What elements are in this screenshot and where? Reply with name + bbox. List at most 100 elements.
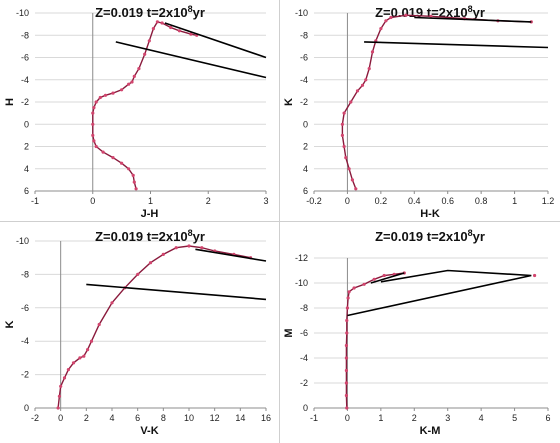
series-line-4 xyxy=(347,269,532,317)
data-point xyxy=(379,27,383,31)
data-point xyxy=(160,21,164,25)
y-axis-label: K xyxy=(283,98,295,106)
data-point xyxy=(91,111,95,115)
data-point xyxy=(344,381,348,385)
x-tick-label: 3 xyxy=(263,196,268,206)
x-tick-label: 0.4 xyxy=(408,196,421,206)
data-point xyxy=(372,277,376,281)
x-tick-label: 0 xyxy=(345,196,350,206)
x-tick-label: 1 xyxy=(512,196,517,206)
data-point xyxy=(151,27,155,31)
data-point xyxy=(354,187,358,191)
y-axis-label: M xyxy=(283,328,295,337)
x-tick-label: 0 xyxy=(58,413,63,423)
chart-panel-3: 0-2-4-6-8-10-2 0 2 4 6 8 10 12 14 16V-KKZ=0.019 t… xyxy=(4,228,271,437)
data-point xyxy=(350,178,354,182)
data-point xyxy=(349,100,353,104)
data-point xyxy=(91,133,95,137)
x-tick-label: 0.2 xyxy=(375,196,388,206)
x-tick-label: 14 xyxy=(235,413,245,423)
y-tick-label: -6 xyxy=(21,303,29,313)
data-point xyxy=(120,161,124,165)
x-tick-label: 5 xyxy=(512,413,517,423)
data-point xyxy=(94,100,98,104)
y-tick-label: -4 xyxy=(300,353,308,363)
y-tick-label: -4 xyxy=(300,75,308,85)
data-point xyxy=(344,356,348,360)
x-tick-label: 8 xyxy=(161,413,166,423)
data-point xyxy=(367,67,371,71)
data-point xyxy=(98,95,102,100)
data-point xyxy=(344,368,348,373)
data-point xyxy=(127,167,131,171)
x-tick-label: -0.2 xyxy=(306,196,322,206)
y-tick-label: -10 xyxy=(295,8,308,18)
x-tick-label: 4 xyxy=(479,413,484,423)
x-tick-label: 1 xyxy=(378,413,383,423)
y-tick-label: -4 xyxy=(21,75,29,85)
data-point xyxy=(101,150,105,154)
y-axis-label: K xyxy=(4,320,16,328)
data-point xyxy=(344,343,348,348)
y-tick-label: -12 xyxy=(295,253,308,263)
x-tick-label: 1.2 xyxy=(542,196,555,206)
y-tick-label: 2 xyxy=(303,142,308,152)
x-tick-label: -1 xyxy=(310,413,318,423)
data-point xyxy=(370,50,375,54)
data-point xyxy=(187,244,191,248)
y-tick-label: -6 xyxy=(300,328,308,338)
data-point xyxy=(389,15,393,20)
data-point xyxy=(92,139,96,143)
x-tick-label: -1 xyxy=(31,196,39,206)
data-point xyxy=(130,80,134,84)
data-point xyxy=(345,406,349,410)
data-point xyxy=(155,20,159,24)
x-tick-label: 6 xyxy=(545,413,550,423)
data-point xyxy=(169,25,173,30)
data-point xyxy=(342,111,346,115)
data-point xyxy=(97,322,101,327)
data-point xyxy=(57,394,62,398)
data-point xyxy=(342,144,346,149)
data-point xyxy=(200,246,204,250)
chart-title: Z=0.019 t=2x108yr xyxy=(375,228,485,244)
series-line-3 xyxy=(86,283,267,301)
data-point xyxy=(62,376,67,380)
data-point xyxy=(66,368,70,372)
data-point xyxy=(352,286,356,290)
data-point xyxy=(344,393,348,398)
data-point xyxy=(78,356,82,360)
x-tick-label: 4 xyxy=(109,413,114,423)
x-tick-label: 1 xyxy=(148,196,153,206)
data-point xyxy=(132,74,136,78)
data-point xyxy=(533,273,537,278)
data-point xyxy=(120,88,124,92)
series-line-1 xyxy=(92,21,197,189)
y-tick-label: -6 xyxy=(300,53,308,63)
data-point xyxy=(94,144,98,149)
chart-title: Z=0.019 t=2x108yr xyxy=(95,4,205,20)
x-tick-label: 0 xyxy=(90,196,95,206)
data-point xyxy=(360,83,365,87)
y-tick-label: 0 xyxy=(303,119,308,129)
x-tick-label: 16 xyxy=(261,413,271,423)
x-tick-label: 0.6 xyxy=(441,196,454,206)
x-tick-label: 0.8 xyxy=(475,196,488,206)
y-tick-label: 2 xyxy=(24,142,29,152)
data-point xyxy=(110,301,114,305)
data-point xyxy=(161,252,165,256)
data-point xyxy=(177,29,181,33)
y-tick-label: 4 xyxy=(24,164,29,174)
data-point xyxy=(131,173,135,177)
data-point xyxy=(91,122,95,126)
x-tick-label: 10 xyxy=(184,413,194,423)
series-line-3 xyxy=(370,272,405,284)
y-tick-label: 6 xyxy=(303,186,308,196)
y-tick-label: -8 xyxy=(21,269,29,279)
y-tick-label: -6 xyxy=(21,53,29,63)
data-point xyxy=(340,133,344,137)
data-point xyxy=(92,106,96,110)
data-point xyxy=(89,339,94,343)
